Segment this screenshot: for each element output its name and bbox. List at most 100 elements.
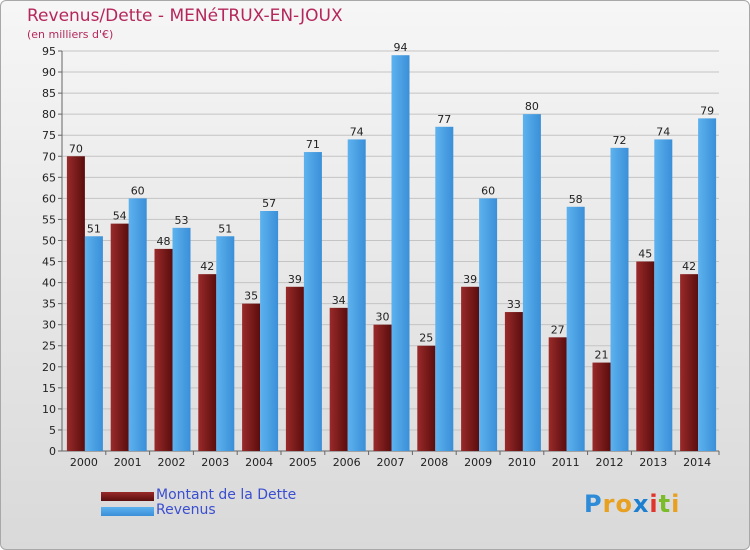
data-label-revenue: 71 bbox=[306, 138, 320, 151]
proxiti-logo: Proxiti bbox=[584, 490, 680, 518]
logo-letter: P bbox=[584, 490, 603, 518]
legend-label-revenue: Revenus bbox=[156, 502, 216, 518]
data-label-debt: 45 bbox=[638, 248, 652, 261]
bar-revenue bbox=[435, 126, 454, 451]
y-tick-label: 25 bbox=[42, 340, 56, 353]
x-tick-label: 2004 bbox=[245, 456, 273, 469]
bar-revenue bbox=[84, 236, 103, 451]
data-label-debt: 48 bbox=[157, 235, 171, 248]
data-label-debt: 39 bbox=[463, 273, 477, 286]
legend-label-debt: Montant de la Dette bbox=[156, 487, 297, 503]
data-label-revenue: 74 bbox=[656, 125, 670, 138]
bar-debt bbox=[242, 303, 261, 451]
x-tick-label: 2001 bbox=[114, 456, 142, 469]
bar-debt bbox=[548, 337, 567, 451]
logo-letter: x bbox=[632, 490, 650, 518]
bar-debt bbox=[198, 274, 217, 451]
x-tick-label: 2009 bbox=[464, 456, 492, 469]
bar-revenue bbox=[260, 211, 279, 451]
bar-debt bbox=[592, 362, 611, 451]
x-tick-label: 2013 bbox=[639, 456, 667, 469]
data-label-revenue: 72 bbox=[613, 134, 627, 147]
data-label-revenue: 53 bbox=[175, 214, 189, 227]
data-label-revenue: 58 bbox=[569, 193, 583, 206]
bar-debt bbox=[66, 156, 85, 451]
y-tick-label: 60 bbox=[42, 192, 56, 205]
y-tick-label: 90 bbox=[42, 66, 56, 79]
data-label-debt: 70 bbox=[69, 142, 83, 155]
data-label-debt: 42 bbox=[682, 260, 696, 273]
y-tick-label: 0 bbox=[49, 445, 56, 458]
bar-debt bbox=[285, 286, 304, 451]
bar-revenue bbox=[522, 114, 541, 451]
logo-letter: i bbox=[649, 490, 659, 518]
data-label-revenue: 51 bbox=[87, 222, 101, 235]
y-tick-label: 40 bbox=[42, 277, 56, 290]
data-label-debt: 39 bbox=[288, 273, 302, 286]
bar-debt bbox=[680, 274, 699, 451]
y-tick-label: 55 bbox=[42, 213, 56, 226]
data-label-revenue: 80 bbox=[525, 100, 539, 113]
y-tick-label: 65 bbox=[42, 171, 56, 184]
legend-swatch-revenue bbox=[101, 507, 154, 516]
bar-revenue bbox=[172, 227, 191, 451]
logo-letter: i bbox=[671, 490, 681, 518]
x-tick-label: 2008 bbox=[420, 456, 448, 469]
bar-revenue bbox=[216, 236, 235, 451]
bar-revenue bbox=[347, 139, 366, 451]
y-tick-label: 95 bbox=[42, 45, 56, 58]
y-tick-label: 80 bbox=[42, 108, 56, 121]
x-tick-label: 2007 bbox=[377, 456, 405, 469]
bar-debt bbox=[329, 307, 348, 451]
data-label-revenue: 51 bbox=[218, 222, 232, 235]
x-tick-label: 2005 bbox=[289, 456, 317, 469]
bar-revenue bbox=[698, 118, 717, 452]
data-label-revenue: 60 bbox=[481, 184, 495, 197]
bar-revenue bbox=[128, 198, 147, 451]
legend-swatch-debt bbox=[101, 492, 154, 501]
bar-debt bbox=[636, 261, 655, 451]
y-tick-label: 10 bbox=[42, 403, 56, 416]
bar-debt bbox=[417, 345, 436, 451]
data-label-debt: 21 bbox=[595, 349, 609, 362]
bar-revenue bbox=[303, 152, 322, 452]
data-label-debt: 54 bbox=[113, 210, 127, 223]
x-tick-label: 2011 bbox=[552, 456, 580, 469]
data-label-debt: 34 bbox=[332, 294, 346, 307]
data-label-debt: 33 bbox=[507, 298, 521, 311]
bar-revenue bbox=[610, 147, 629, 451]
data-label-revenue: 74 bbox=[350, 125, 364, 138]
data-label-debt: 42 bbox=[200, 260, 214, 273]
logo-letter: t bbox=[658, 490, 672, 518]
data-label-revenue: 94 bbox=[394, 41, 408, 54]
logo-letter: r bbox=[602, 490, 616, 518]
bar-debt bbox=[373, 324, 392, 451]
data-label-revenue: 57 bbox=[262, 197, 276, 210]
bar-revenue bbox=[479, 198, 498, 451]
y-tick-label: 20 bbox=[42, 361, 56, 374]
data-label-debt: 35 bbox=[244, 290, 258, 303]
y-tick-label: 70 bbox=[42, 150, 56, 163]
bar-debt bbox=[504, 312, 523, 451]
chart-subtitle: (en milliers d'€) bbox=[27, 28, 114, 41]
x-tick-label: 2010 bbox=[508, 456, 536, 469]
data-label-debt: 25 bbox=[419, 332, 433, 345]
data-label-revenue: 77 bbox=[437, 113, 451, 126]
data-label-debt: 27 bbox=[551, 323, 565, 336]
data-label-revenue: 60 bbox=[131, 184, 145, 197]
x-tick-label: 2002 bbox=[158, 456, 186, 469]
x-tick-label: 2006 bbox=[333, 456, 361, 469]
x-tick-label: 2014 bbox=[683, 456, 711, 469]
y-tick-label: 15 bbox=[42, 382, 56, 395]
bar-revenue bbox=[566, 206, 585, 451]
chart-title: Revenus/Dette - MENéTRUX-EN-JOUX bbox=[27, 6, 343, 26]
y-tick-label: 75 bbox=[42, 129, 56, 142]
x-tick-label: 2012 bbox=[596, 456, 624, 469]
bar-debt bbox=[110, 223, 129, 451]
y-tick-label: 85 bbox=[42, 87, 56, 100]
bar-revenue bbox=[391, 55, 410, 452]
bar-debt bbox=[154, 248, 173, 451]
y-tick-label: 35 bbox=[42, 298, 56, 311]
